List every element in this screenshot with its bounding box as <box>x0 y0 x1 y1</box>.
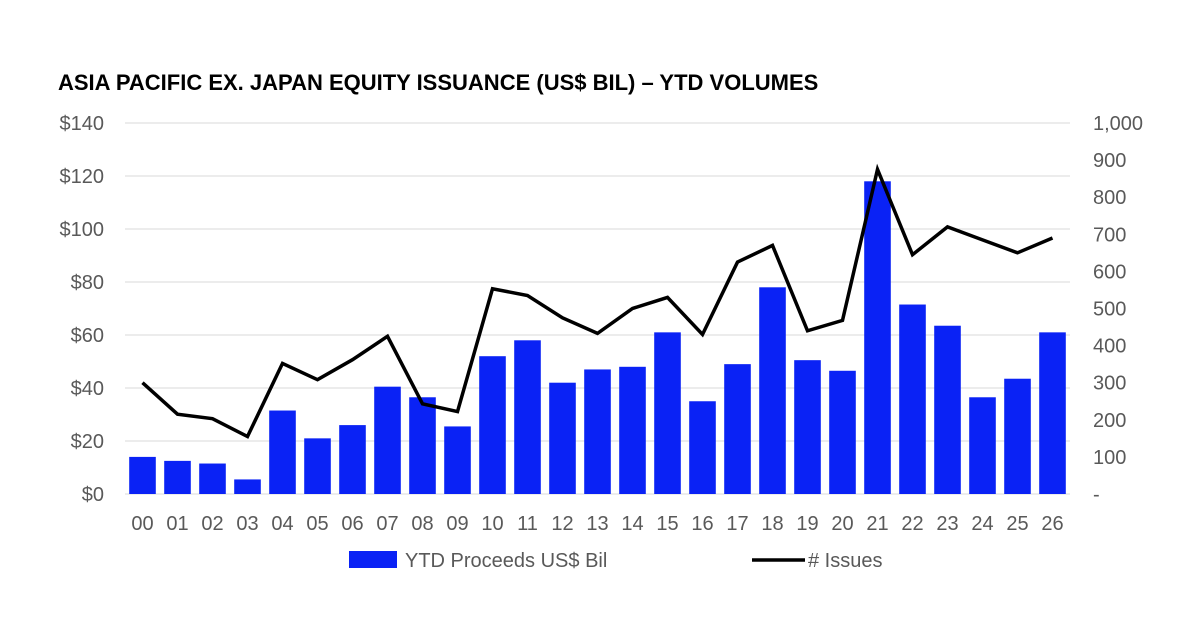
y-left-tick-label: $100 <box>60 219 105 241</box>
y-right-tick-label: 900 <box>1093 150 1126 172</box>
y-right-tick-label: 500 <box>1093 299 1126 321</box>
y-right-tick-label: 1,000 <box>1093 113 1143 135</box>
bar <box>514 340 541 494</box>
y-left-tick-label: $20 <box>71 431 104 453</box>
x-tick-label: 16 <box>691 513 713 535</box>
bar <box>549 382 576 494</box>
bar <box>864 181 891 495</box>
x-tick-label: 15 <box>656 513 678 535</box>
y-right-tick-label: - <box>1093 484 1100 506</box>
issues-line <box>141 163 1054 439</box>
y-right-tick-label: 200 <box>1093 410 1126 432</box>
x-tick-label: 23 <box>936 513 958 535</box>
x-tick-label: 04 <box>271 513 293 535</box>
legend: YTD Proceeds US$ Bil # Issues <box>349 550 882 572</box>
legend-label-issues: # Issues <box>808 550 882 572</box>
x-tick-label: 17 <box>726 513 748 535</box>
x-tick-label: 24 <box>971 513 993 535</box>
x-tick-label: 12 <box>551 513 573 535</box>
bar <box>234 479 261 494</box>
bar <box>269 410 296 494</box>
bar <box>304 438 331 494</box>
chart-title: ASIA PACIFIC EX. JAPAN EQUITY ISSUANCE (… <box>58 70 819 95</box>
x-tick-label: 01 <box>166 513 188 535</box>
x-tick-label: 13 <box>586 513 608 535</box>
x-tick-label: 26 <box>1041 513 1063 535</box>
x-tick-label: 22 <box>901 513 923 535</box>
x-tick-label: 02 <box>201 513 223 535</box>
y-left-tick-label: $60 <box>71 325 104 347</box>
axes: $0$20$40$60$80$100$120$140-1002003004005… <box>60 113 1144 535</box>
bar <box>759 287 786 494</box>
bar <box>689 401 716 494</box>
bar <box>409 397 436 494</box>
y-left-tick-label: $140 <box>60 113 105 135</box>
y-right-tick-label: 700 <box>1093 224 1126 246</box>
x-tick-label: 25 <box>1006 513 1028 535</box>
x-tick-label: 05 <box>306 513 328 535</box>
x-tick-label: 10 <box>481 513 503 535</box>
bar <box>794 360 821 494</box>
bar <box>654 332 681 494</box>
x-tick-label: 11 <box>517 513 538 535</box>
y-left-tick-label: $0 <box>82 484 104 506</box>
y-right-tick-label: 600 <box>1093 261 1126 283</box>
legend-label-proceeds: YTD Proceeds US$ Bil <box>405 550 607 572</box>
bar-series <box>129 181 1066 495</box>
y-left-tick-label: $40 <box>71 378 104 400</box>
x-tick-label: 09 <box>446 513 468 535</box>
bar <box>619 366 646 494</box>
x-tick-label: 08 <box>411 513 433 535</box>
bar <box>479 356 506 494</box>
bar <box>969 397 996 494</box>
bar <box>444 426 471 494</box>
bar <box>164 460 191 494</box>
bar <box>374 386 401 494</box>
x-tick-label: 06 <box>341 513 363 535</box>
bar <box>724 364 751 494</box>
legend-bar-swatch <box>349 551 397 568</box>
bar <box>584 369 611 494</box>
y-right-tick-label: 100 <box>1093 447 1126 469</box>
bar <box>339 425 366 494</box>
bar <box>1039 332 1066 494</box>
x-tick-label: 21 <box>866 513 888 535</box>
x-tick-label: 14 <box>621 513 643 535</box>
y-left-tick-label: $120 <box>60 166 105 188</box>
y-right-tick-label: 800 <box>1093 187 1126 209</box>
x-tick-label: 00 <box>131 513 153 535</box>
x-tick-label: 19 <box>796 513 818 535</box>
bar <box>934 325 961 494</box>
line-series <box>141 163 1054 439</box>
bar <box>1004 378 1031 494</box>
bar <box>199 463 226 494</box>
x-tick-label: 03 <box>236 513 258 535</box>
y-right-tick-label: 300 <box>1093 373 1126 395</box>
bar <box>129 456 156 494</box>
x-tick-label: 18 <box>761 513 783 535</box>
bar <box>829 370 856 494</box>
y-left-tick-label: $80 <box>71 272 104 294</box>
x-tick-label: 20 <box>831 513 853 535</box>
y-right-tick-label: 400 <box>1093 336 1126 358</box>
x-tick-label: 07 <box>376 513 398 535</box>
bar <box>899 304 926 494</box>
